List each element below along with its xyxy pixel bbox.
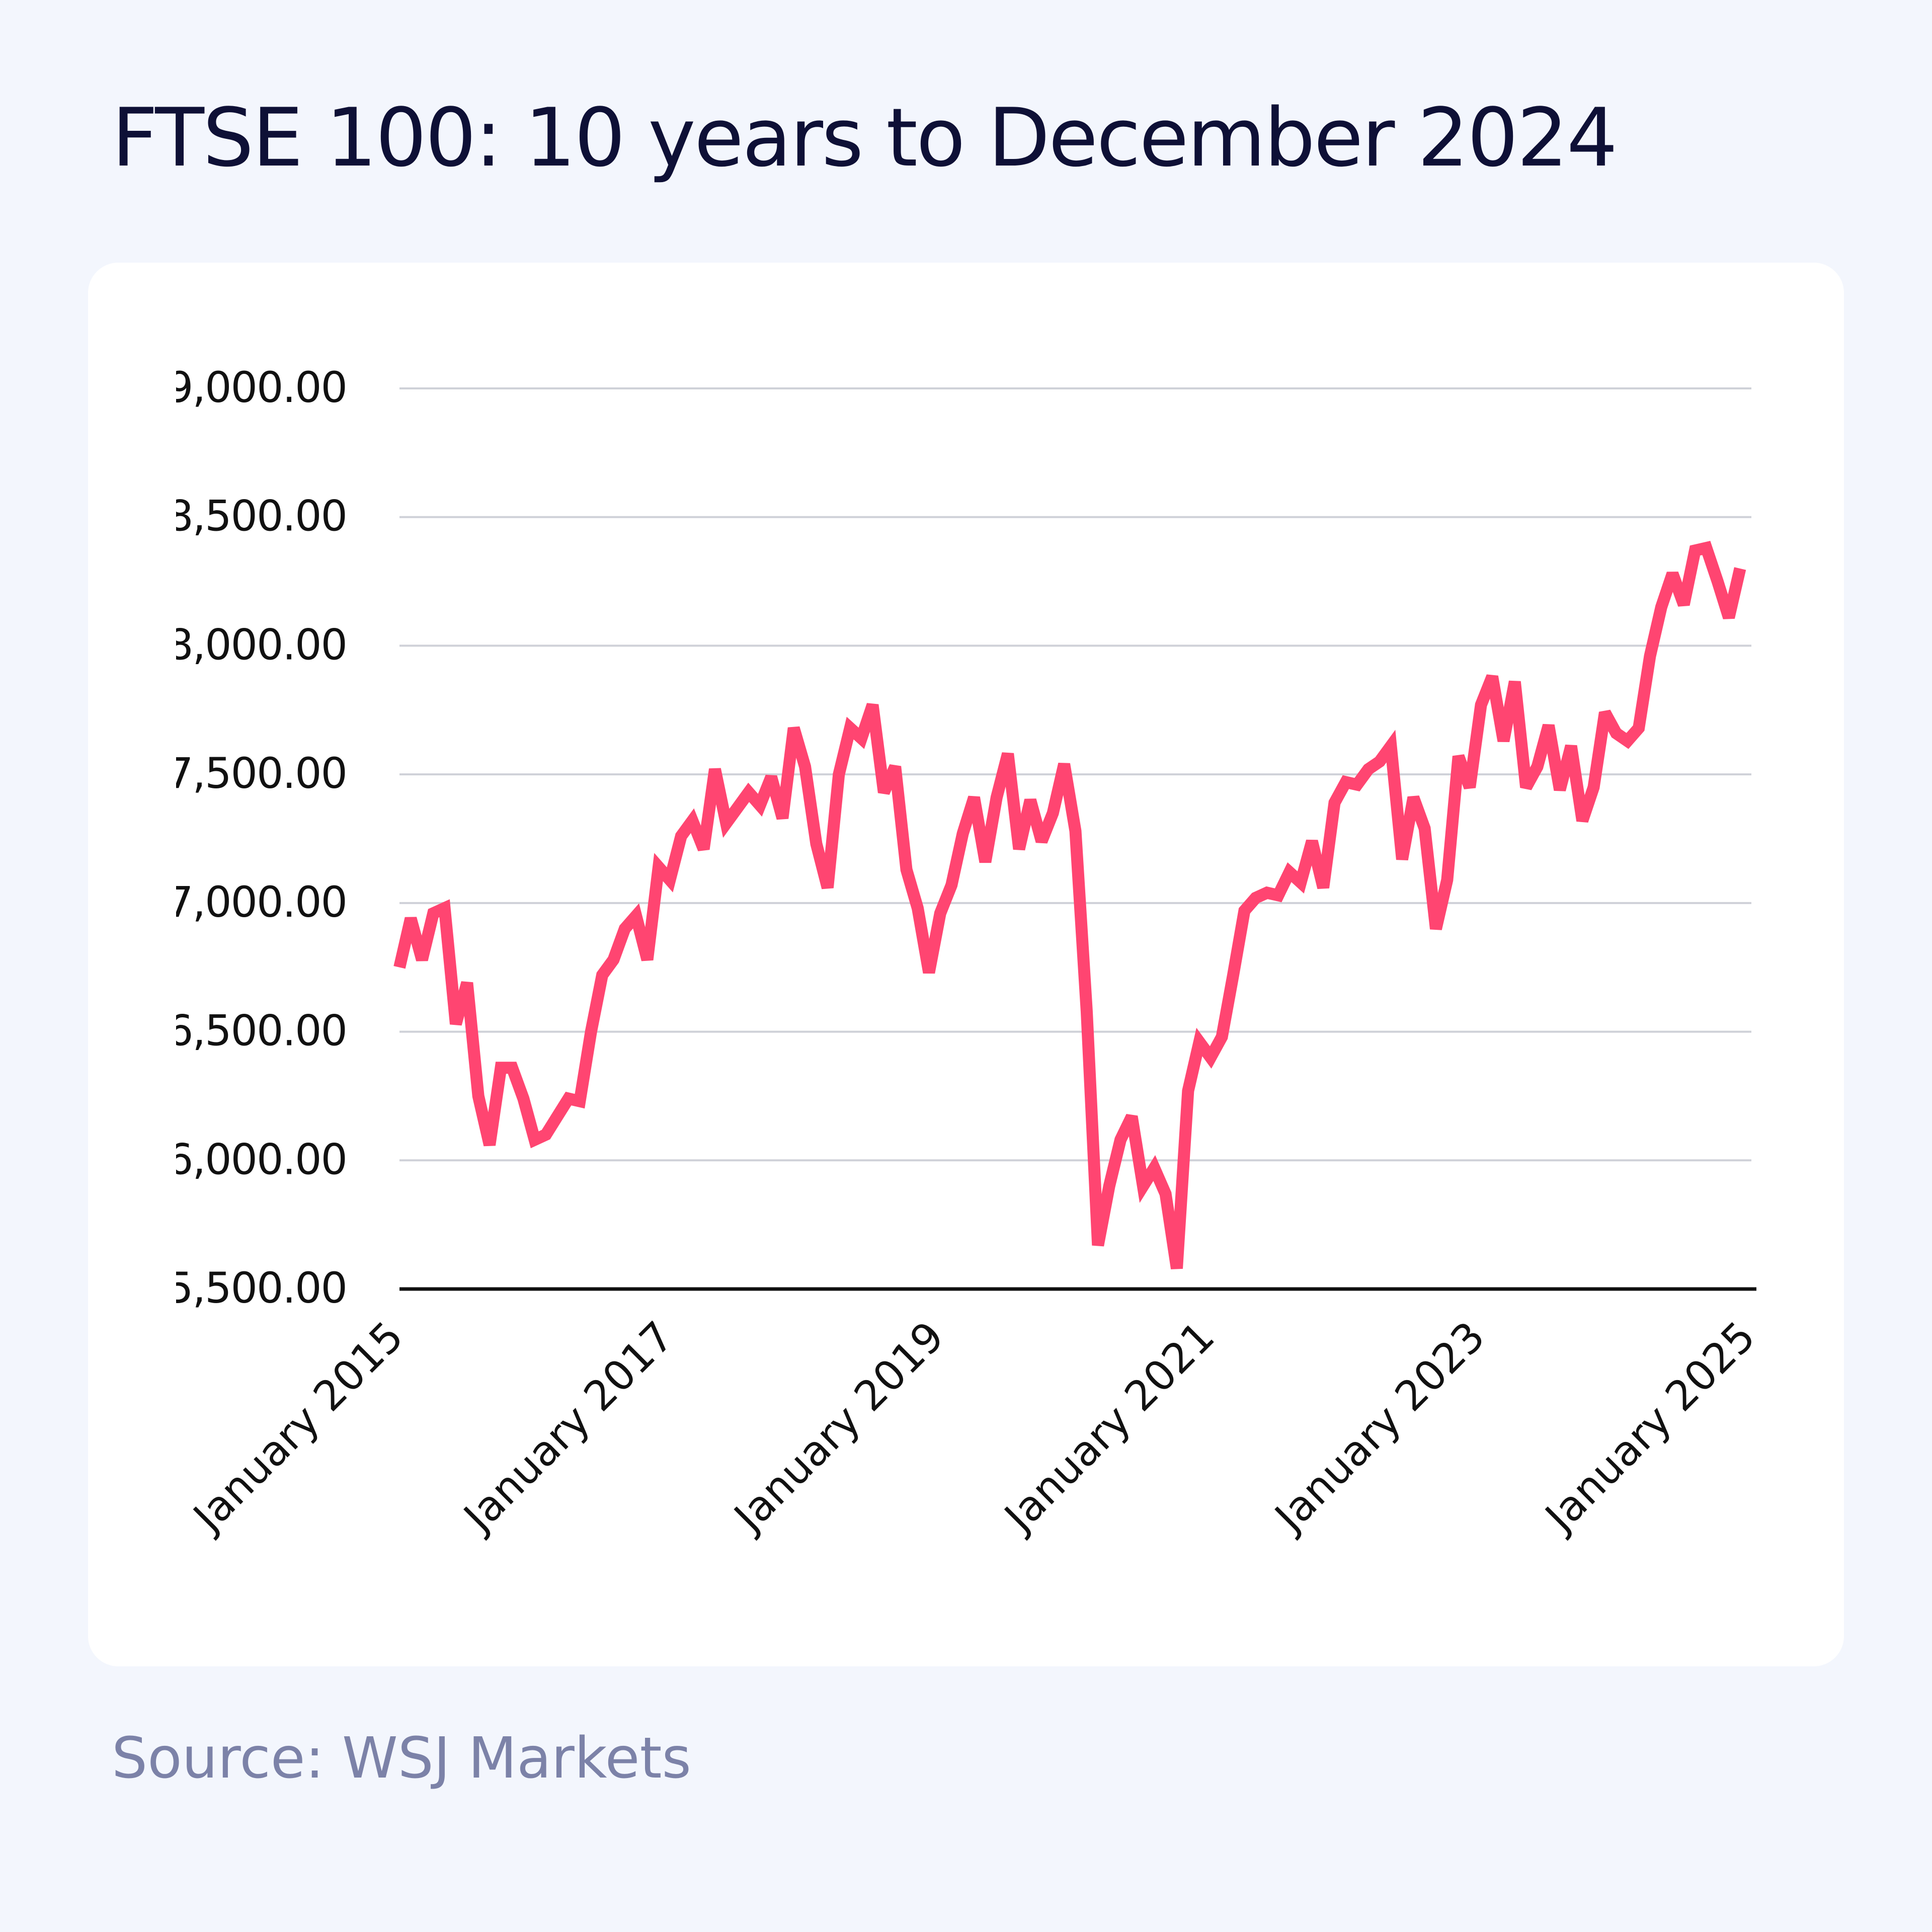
x-tick-label: January 2019 (723, 1313, 953, 1543)
y-tick-label: 7,000.00 (167, 877, 347, 927)
y-tick-label: 6,000.00 (167, 1135, 347, 1184)
x-tick-label: January 2023 (1264, 1313, 1494, 1543)
chart-card: 9,000.00 8,500.00 8,000.00 7,500.00 7,000.00… (88, 263, 1844, 1666)
x-axis-labels: January 2015 January 2017 January 2019 Janu… (183, 1313, 1765, 1543)
chart-title: FTSE 100: 10 years to December 2024 (112, 91, 1618, 185)
x-tick-label: January 2017 (453, 1313, 683, 1543)
y-tick-label: 7,500.00 (167, 749, 347, 798)
x-tick-label: January 2025 (1535, 1313, 1765, 1543)
x-tick-label: January 2021 (994, 1313, 1224, 1543)
y-tick-label: 9,000.00 (167, 363, 347, 412)
series (393, 540, 1746, 1269)
y-tick-label: 5,500.00 (167, 1263, 347, 1313)
series-line-ftse-100 (393, 540, 1746, 1269)
line-chart: 9,000.00 8,500.00 8,000.00 7,500.00 7,000.00… (167, 363, 1765, 1543)
y-axis-labels: 9,000.00 8,500.00 8,000.00 7,500.00 7,000.00… (167, 363, 348, 1313)
x-tick-label: January 2015 (183, 1313, 413, 1543)
y-tick-label: 8,500.00 (167, 492, 347, 541)
y-tick-label: 8,000.00 (167, 620, 347, 669)
source-note: Source: WSJ Markets (112, 1726, 691, 1791)
y-tick-label: 6,500.00 (167, 1006, 347, 1056)
